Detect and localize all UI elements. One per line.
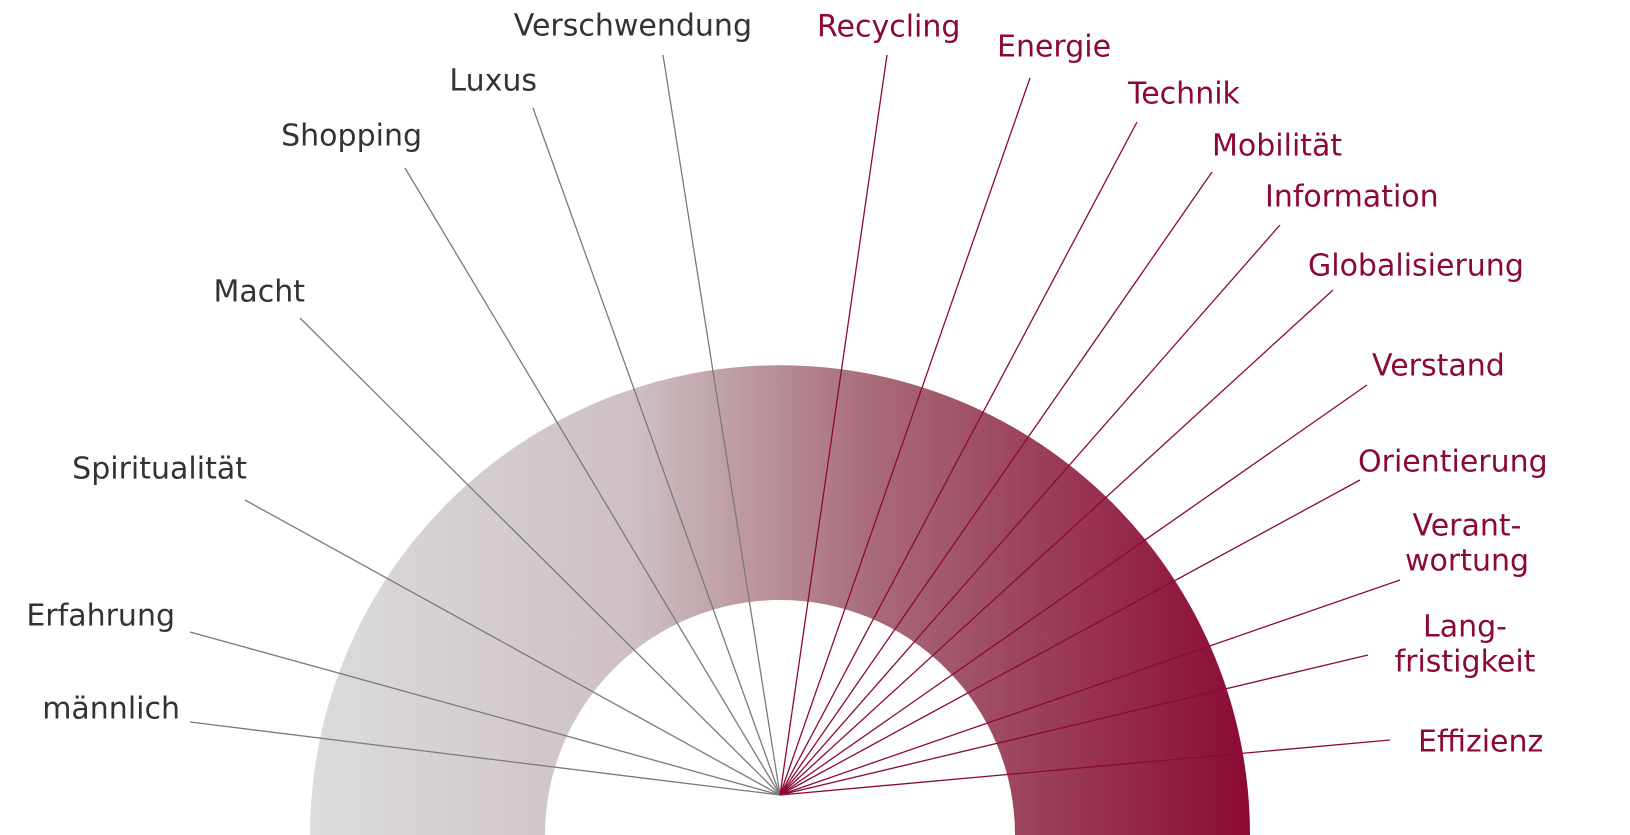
term-label: Information [1265,180,1439,215]
term-label: Effizienz [1418,725,1543,760]
term-label: Technik [1127,77,1241,112]
term-label: Recycling [817,10,960,45]
term-label: Verant- [1413,509,1522,544]
term-label: Luxus [449,64,537,99]
term-label: Orientierung [1358,445,1548,480]
connector-line [779,384,1368,796]
connector-line [779,77,1031,796]
connector-line [779,579,1401,796]
term-label: Verstand [1372,349,1505,384]
term-label: männlich [42,692,180,727]
connector-line [779,171,1213,796]
term-label: Verschwendung [514,9,752,44]
gradient-ring [310,365,1250,835]
connector-line [779,739,1391,796]
term-label: Shopping [281,119,422,154]
connector-line [244,499,781,796]
connector-line [779,224,1281,796]
term-label: Mobilität [1212,129,1342,164]
term-label: wortung [1405,544,1529,579]
connector-line [779,54,888,796]
connector-line [532,107,781,796]
term-label: Lang- [1423,610,1507,645]
connector-line [779,121,1138,796]
term-label: fristigkeit [1395,645,1536,680]
connector-line [779,289,1334,796]
term-label: Spiritualität [72,452,247,487]
term-label: Energie [997,30,1111,65]
connector-line [662,54,781,796]
term-label: Macht [213,275,305,310]
connector-line [404,167,781,796]
connector-line [189,721,781,796]
connector-line [779,654,1369,796]
connector-line [779,479,1361,796]
term-label: Globalisierung [1308,249,1524,284]
connector-line [299,317,781,796]
connector-line [189,631,781,796]
term-label: Erfahrung [26,599,175,634]
